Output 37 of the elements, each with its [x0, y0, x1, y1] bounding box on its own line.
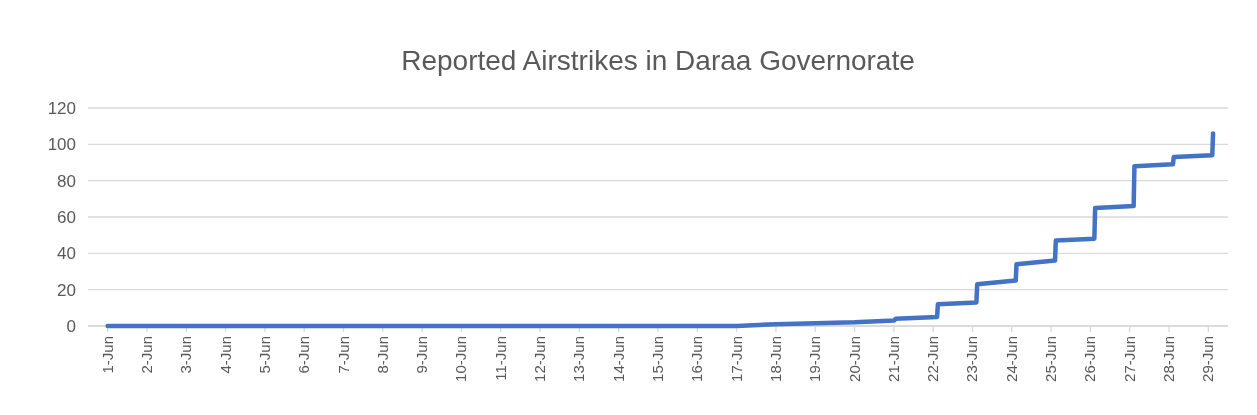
x-tick-label: 28-Jun	[1160, 336, 1178, 382]
x-tick-label: 17-Jun	[727, 336, 745, 382]
y-tick-label: 80	[57, 171, 76, 191]
x-tick-label: 4-Jun	[216, 336, 234, 374]
x-tick-label: 6-Jun	[295, 336, 313, 374]
x-tick-label: 24-Jun	[1002, 336, 1020, 382]
y-tick-label: 40	[57, 244, 76, 264]
x-tick-label: 29-Jun	[1199, 336, 1217, 382]
y-tick-label: 100	[47, 135, 76, 155]
x-tick-label: 11-Jun	[491, 336, 509, 381]
y-tick-label: 20	[57, 280, 76, 300]
x-tick-label: 1-Jun	[98, 336, 116, 374]
x-tick-label: 13-Jun	[570, 336, 588, 382]
x-tick-label: 22-Jun	[924, 336, 942, 382]
x-tick-label: 23-Jun	[963, 336, 981, 382]
x-tick-label: 16-Jun	[688, 336, 706, 382]
x-tick-label: 8-Jun	[373, 336, 391, 374]
chart-title: Reported Airstrikes in Daraa Governorate	[401, 45, 915, 76]
x-tick-label: 10-Jun	[452, 336, 470, 382]
x-tick-label: 18-Jun	[766, 336, 784, 382]
x-tick-label: 25-Jun	[1042, 336, 1060, 382]
x-tick-label: 15-Jun	[649, 336, 666, 382]
x-tick-label: 9-Jun	[413, 336, 431, 374]
y-tick-label: 60	[57, 208, 76, 227]
x-tick-label: 20-Jun	[845, 336, 863, 382]
x-tick-label: 26-Jun	[1081, 336, 1099, 382]
x-tick-label: 3-Jun	[177, 336, 195, 374]
y-tick-label: 0	[66, 317, 76, 336]
x-tick-label: 5-Jun	[255, 336, 273, 374]
x-tick-label: 27-Jun	[1120, 336, 1138, 382]
x-tick-label: 2-Jun	[137, 336, 155, 374]
x-tick-label: 7-Jun	[334, 336, 352, 374]
x-tick-label: 19-Jun	[806, 336, 824, 382]
x-tick-label: 14-Jun	[609, 336, 627, 382]
x-tick-label: 12-Jun	[531, 336, 549, 382]
y-tick-label: 120	[47, 99, 76, 118]
x-tick-label: 21-Jun	[884, 336, 902, 382]
